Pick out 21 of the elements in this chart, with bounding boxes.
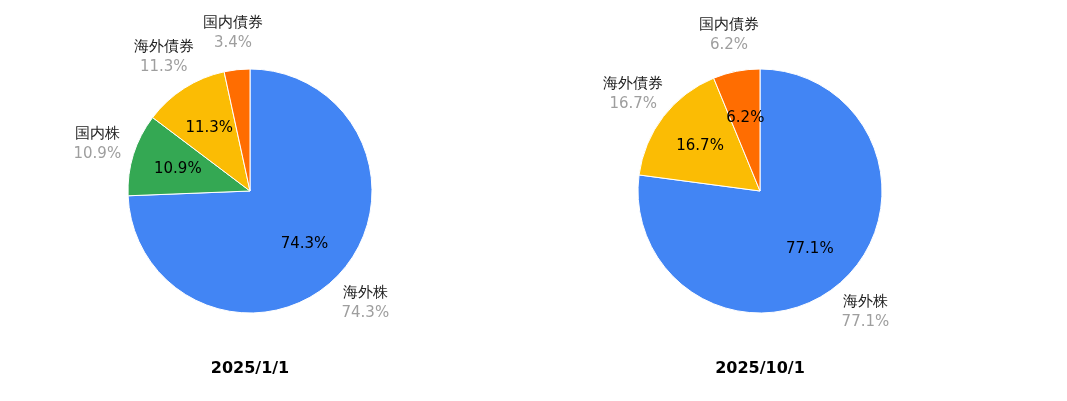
slice-label: 国内債券 <box>202 12 263 31</box>
slice-label: 国内株 <box>74 124 120 143</box>
text: 11.3% <box>139 57 188 76</box>
text: 77.1% <box>841 312 890 331</box>
data-label: 77.1% <box>786 238 834 257</box>
slice-label: 国内債券 <box>699 15 760 34</box>
text: 74.3% <box>341 302 390 321</box>
text: 16.7% <box>609 94 658 113</box>
slice-label: 海外債券 <box>133 37 194 56</box>
text: 2025/1/1 <box>210 358 290 377</box>
data-label: 74.3% <box>280 234 329 253</box>
data-label: 3.4% <box>213 32 252 51</box>
text: 10.9% <box>73 144 122 163</box>
slice-label: 海外株 <box>342 282 388 301</box>
slice-label: 海外債券 <box>603 74 664 93</box>
text: 6.2% <box>709 35 749 54</box>
data-label: 11.3% <box>185 118 234 137</box>
data-label: 16.7% <box>676 135 724 154</box>
data-label: 10.9% <box>153 159 202 178</box>
text: 2025/10/1 <box>715 358 805 377</box>
slice-label: 海外株 <box>842 292 888 311</box>
